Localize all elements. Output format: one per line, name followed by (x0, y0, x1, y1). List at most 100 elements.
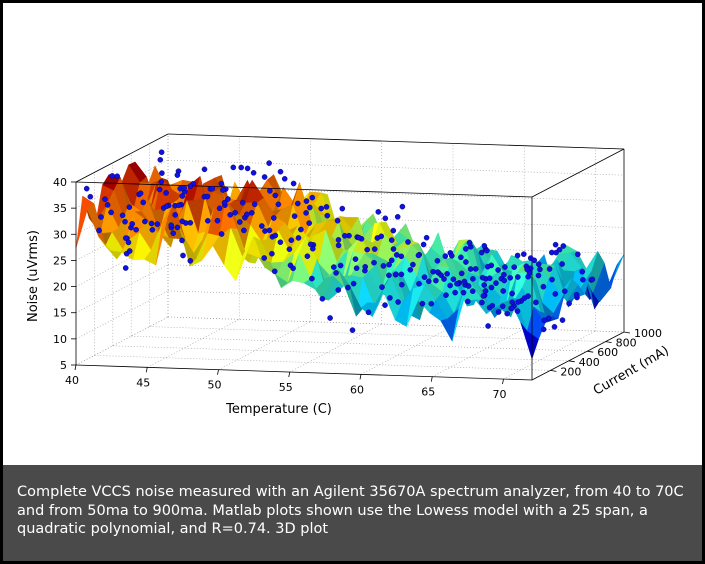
data-point (448, 252, 455, 259)
data-point (575, 251, 581, 258)
data-point (540, 283, 547, 290)
data-point (395, 299, 401, 305)
data-point (540, 326, 547, 333)
data-point (272, 192, 279, 199)
data-point (501, 277, 508, 284)
data-point (551, 323, 558, 330)
data-point (489, 302, 496, 309)
data-point (102, 196, 108, 202)
data-point (486, 275, 493, 282)
data-point (509, 290, 515, 297)
data-point (179, 193, 186, 199)
y-tick-label: 600 (597, 346, 618, 359)
data-point (390, 227, 397, 234)
x-tick-label: 55 (279, 381, 293, 394)
data-point (387, 295, 393, 301)
data-point (349, 327, 356, 333)
data-point (250, 169, 257, 176)
y-tick-label: 800 (616, 337, 637, 350)
data-point (119, 212, 126, 219)
data-point (416, 280, 422, 287)
data-point (168, 222, 174, 228)
data-point (204, 217, 211, 224)
data-point (589, 276, 596, 283)
axes-box (71, 133, 631, 385)
data-point (333, 270, 339, 276)
data-point (388, 237, 395, 243)
x-axis-label: Temperature (C) (225, 402, 332, 417)
data-point (481, 242, 488, 249)
data-point (236, 219, 243, 225)
data-point (96, 227, 102, 234)
data-point (327, 315, 333, 321)
x-tick-label: 45 (136, 376, 150, 389)
data-point (509, 299, 516, 306)
data-point (214, 217, 221, 224)
data-point (287, 262, 294, 269)
data-point (531, 257, 538, 264)
data-point (511, 264, 518, 270)
data-point (559, 261, 565, 267)
data-point (291, 213, 298, 219)
data-point (562, 288, 568, 295)
data-point (172, 212, 178, 218)
data-point (386, 272, 392, 279)
data-point (444, 270, 450, 277)
data-point (109, 173, 116, 179)
data-point (239, 199, 246, 206)
y-tick-label: 1000 (634, 327, 662, 340)
data-point (533, 299, 539, 306)
data-point (334, 217, 341, 224)
data-point (339, 205, 346, 212)
z-tick-label: 35 (53, 202, 67, 215)
data-point (556, 246, 563, 253)
z-tick-label: 30 (53, 228, 67, 241)
data-point (452, 289, 458, 296)
data-point (269, 250, 275, 257)
data-point (304, 253, 311, 259)
data-point (365, 309, 372, 316)
data-point (407, 266, 414, 273)
data-point (566, 300, 572, 307)
data-point (309, 245, 316, 252)
data-point (423, 234, 430, 241)
data-point (216, 205, 223, 212)
data-point (579, 268, 586, 275)
data-point (428, 300, 435, 307)
data-point (341, 232, 348, 239)
x-tick-label: 70 (493, 388, 507, 401)
data-point (157, 156, 164, 163)
data-point (98, 214, 104, 220)
data-point (303, 198, 310, 204)
data-point (277, 168, 284, 175)
data-point (464, 298, 471, 305)
data-point (350, 280, 357, 287)
data-point (390, 246, 397, 252)
data-point (294, 200, 301, 207)
data-point (179, 218, 186, 225)
data-point (126, 248, 133, 254)
data-point (163, 203, 170, 209)
data-point (204, 193, 211, 200)
data-point (209, 185, 216, 192)
data-point (514, 308, 521, 314)
data-point (83, 185, 90, 192)
z-tick-label: 10 (53, 333, 67, 346)
data-point (501, 271, 507, 278)
data-point (379, 284, 385, 290)
data-point (421, 274, 428, 280)
data-point (277, 239, 284, 245)
data-point (375, 209, 382, 215)
data-point (187, 257, 194, 264)
data-point (388, 257, 395, 264)
data-point (364, 246, 371, 253)
data-point (148, 220, 155, 227)
data-point (137, 190, 144, 196)
data-point (288, 237, 295, 243)
data-point (335, 287, 342, 293)
data-point (482, 288, 489, 294)
data-point (479, 274, 486, 281)
data-point (298, 226, 304, 233)
